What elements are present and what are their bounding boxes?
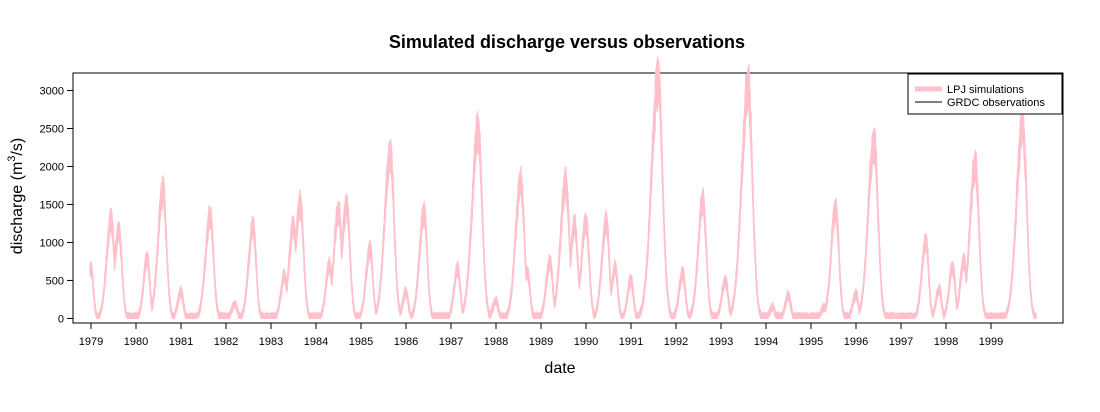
x-tick-label: 1996	[844, 336, 868, 348]
x-tick-label: 1985	[349, 336, 373, 348]
legend-label-grdc: GRDC observations	[947, 97, 1045, 109]
x-tick-label: 1986	[394, 336, 418, 348]
x-tick-label: 1991	[619, 336, 643, 348]
y-axis-label: discharge (m3/s)	[6, 138, 26, 254]
x-tick-label: 1983	[259, 336, 283, 348]
x-tick-label: 1995	[799, 336, 823, 348]
x-tick-label: 1997	[889, 336, 913, 348]
x-tick-label: 1987	[439, 336, 463, 348]
lpj-simulation-band	[89, 56, 1037, 321]
y-tick-label: 1000	[40, 237, 64, 249]
y-axis: 0 500 1000 1500 2000 2500 3000	[40, 85, 74, 325]
x-tick-label: 1988	[484, 336, 508, 348]
x-tick-label: 1994	[754, 336, 778, 348]
x-tick-label: 1979	[79, 336, 103, 348]
x-tick-label: 1984	[304, 336, 328, 348]
x-tick-label: 1990	[574, 336, 598, 348]
chart-title: Simulated discharge versus observations	[389, 32, 745, 52]
x-axis-label: date	[544, 360, 575, 377]
y-axis-label-tail: /s)	[9, 138, 26, 156]
x-tick-label: 1993	[709, 336, 733, 348]
legend-label-lpj: LPJ simulations	[947, 84, 1025, 96]
x-tick-label: 1982	[214, 336, 238, 348]
legend: LPJ simulations GRDC observations	[907, 73, 1063, 115]
series-layer	[89, 56, 1037, 321]
y-tick-label: 500	[46, 275, 64, 287]
legend-box	[907, 73, 1063, 115]
y-axis-label-superscript: 3	[6, 156, 18, 162]
x-tick-label: 1992	[664, 336, 688, 348]
x-tick-label: 1999	[979, 336, 1003, 348]
x-tick-label: 1981	[169, 336, 193, 348]
y-tick-label: 2500	[40, 123, 64, 135]
x-axis: 1979 1980 1981 1982 1983 1984 1985 1986 1987 1988…	[79, 322, 1003, 348]
y-tick-label: 0	[58, 313, 64, 325]
y-axis-label-main: discharge (m	[9, 162, 26, 254]
y-tick-label: 1500	[40, 199, 64, 211]
x-tick-label: 1980	[124, 336, 148, 348]
x-tick-label: 1989	[529, 336, 553, 348]
x-tick-label: 1998	[934, 336, 958, 348]
y-tick-label: 2000	[40, 161, 64, 173]
y-tick-label: 3000	[40, 85, 64, 97]
